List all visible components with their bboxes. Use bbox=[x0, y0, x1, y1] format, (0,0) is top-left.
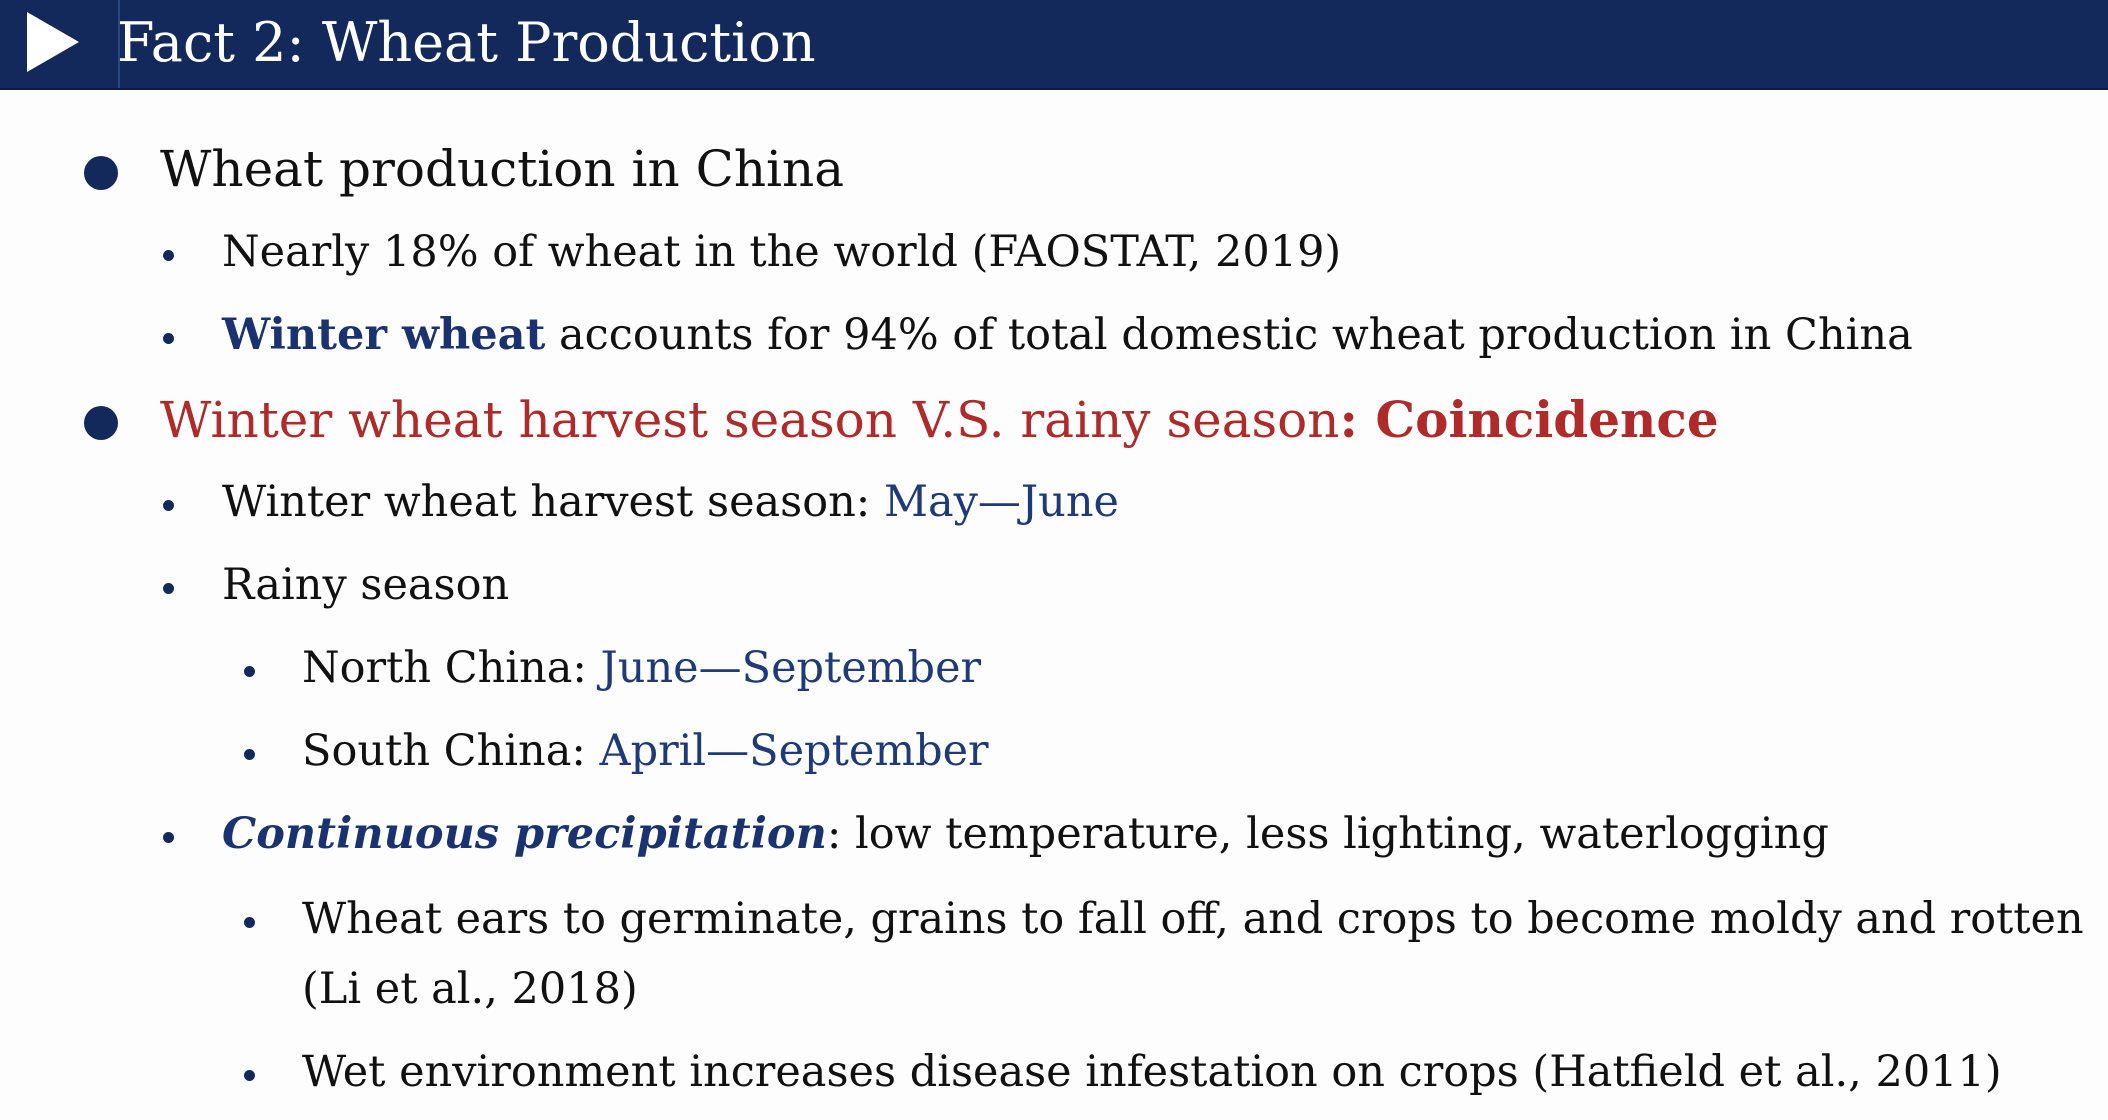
play-triangle-icon bbox=[27, 12, 79, 72]
bullet-dot bbox=[84, 406, 118, 440]
bullet-dot bbox=[244, 917, 255, 928]
bullet-world-share: Nearly 18% of wheat in the world (FAOSTA… bbox=[222, 227, 1342, 277]
bullet-south-china: South China: April—September bbox=[302, 726, 989, 776]
north-china-value: June—September bbox=[600, 643, 982, 693]
harvest-vs-rainy-text: Winter wheat harvest season V.S. rainy s… bbox=[160, 391, 1340, 449]
title-bar: Fact 2: Wheat Production bbox=[0, 0, 2108, 90]
bullet-wheat-ears: Wheat ears to germinate, grains to fall … bbox=[302, 894, 2084, 944]
bullet-wheat-production: Wheat production in China bbox=[160, 140, 845, 198]
bullet-dot bbox=[163, 250, 174, 261]
bullet-harvest-vs-rainy: Winter wheat harvest season V.S. rainy s… bbox=[160, 390, 1719, 449]
continuous-precipitation-rest: : low temperature, less lighting, waterl… bbox=[826, 809, 1829, 859]
bullet-dot bbox=[244, 666, 255, 677]
coincidence-emphasis: : Coincidence bbox=[1339, 390, 1719, 449]
bullet-dot bbox=[163, 500, 174, 511]
bullet-dot bbox=[163, 832, 174, 843]
slide-title: Fact 2: Wheat Production bbox=[117, 11, 816, 74]
bullet-dot bbox=[84, 156, 118, 190]
harvest-season-value: May—June bbox=[883, 477, 1119, 527]
bullet-harvest-season: Winter wheat harvest season: May—June bbox=[222, 477, 1119, 527]
header-divider bbox=[118, 0, 120, 88]
bullet-dot bbox=[244, 1070, 255, 1081]
bullet-north-china: North China: June—September bbox=[302, 643, 981, 693]
bullet-wet-environment: Wet environment increases disease infest… bbox=[302, 1047, 2002, 1097]
continuous-precipitation-highlight: Continuous precipitation bbox=[222, 809, 827, 859]
bullet-dot bbox=[244, 749, 255, 760]
winter-wheat-highlight: Winter wheat bbox=[222, 310, 546, 360]
south-china-value: April—September bbox=[599, 726, 989, 776]
bullet-winter-wheat-share: Winter wheat accounts for 94% of total d… bbox=[222, 310, 1913, 360]
south-china-label: South China: bbox=[302, 726, 600, 776]
bullet-rainy-season: Rainy season bbox=[222, 560, 510, 610]
bullet-continuous-precipitation: Continuous precipitation: low temperatur… bbox=[222, 809, 1829, 859]
winter-wheat-rest: accounts for 94% of total domestic wheat… bbox=[545, 310, 1913, 360]
bullet-dot bbox=[163, 583, 174, 594]
north-china-label: North China: bbox=[302, 643, 601, 693]
bullet-dot bbox=[163, 333, 174, 344]
harvest-season-label: Winter wheat harvest season: bbox=[222, 477, 884, 527]
bullet-wheat-ears-citation: (Li et al., 2018) bbox=[302, 964, 638, 1014]
